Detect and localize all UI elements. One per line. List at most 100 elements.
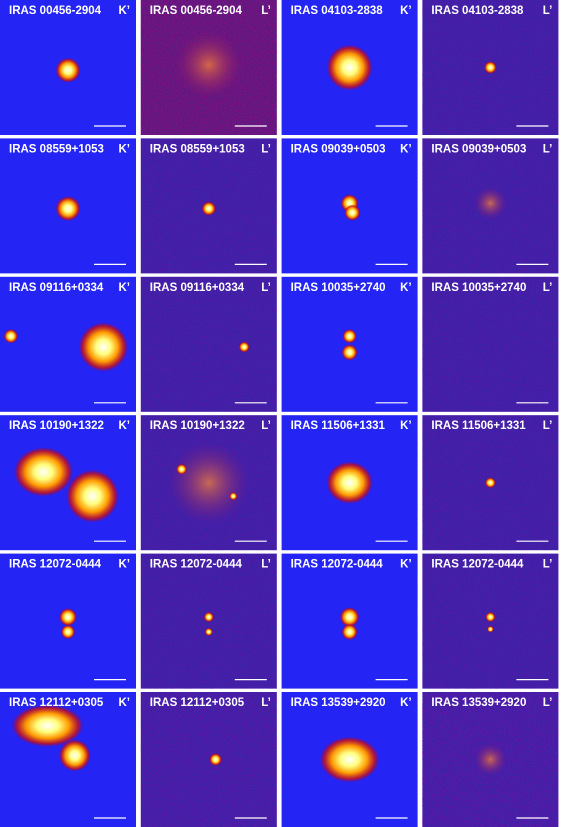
noise-layer — [422, 276, 559, 412]
panel: IRAS 04103-2838 L’ — [422, 0, 559, 135]
object-name: IRAS 08559+1053 — [9, 143, 104, 155]
diffuse-emission — [168, 442, 250, 524]
object-name: IRAS 11506+1331 — [291, 420, 386, 432]
panel: IRAS 09039+0503 K’ — [281, 138, 418, 274]
band-label: L’ — [543, 143, 553, 155]
object-name: IRAS 00456-2904 — [150, 5, 243, 17]
object-name: IRAS 11506+1331 — [431, 420, 526, 432]
source — [176, 463, 187, 475]
source — [485, 477, 496, 489]
source — [60, 624, 76, 639]
band-label: K’ — [400, 697, 412, 709]
noise-layer — [140, 692, 277, 827]
diffuse-emission — [474, 187, 507, 220]
object-name: IRAS 09116+0334 — [9, 282, 104, 294]
band-label: L’ — [261, 282, 271, 294]
source — [487, 626, 494, 633]
panel: IRAS 10035+2740 K’ — [281, 276, 418, 412]
source — [341, 623, 358, 640]
source — [339, 607, 360, 627]
band-label: K’ — [400, 5, 412, 17]
object-name: IRAS 12072-0444 — [291, 559, 384, 571]
band-label: L’ — [261, 420, 271, 432]
band-label: K’ — [119, 420, 131, 432]
object-name: IRAS 10035+2740 — [431, 282, 526, 294]
noise-layer — [140, 276, 277, 412]
panel: IRAS 11506+1331 L’ — [422, 415, 559, 551]
panel: IRAS 12072-0444 K’ — [281, 553, 418, 689]
source — [238, 341, 250, 353]
source — [484, 61, 497, 74]
source — [326, 44, 373, 91]
diffuse-emission — [174, 31, 243, 99]
object-name: IRAS 10035+2740 — [291, 282, 386, 294]
panel: IRAS 11506+1331 K’ — [281, 415, 418, 551]
object-name: IRAS 10190+1322 — [150, 420, 245, 432]
object-name: IRAS 00456-2904 — [9, 5, 102, 17]
object-name: IRAS 12112+0305 — [9, 697, 104, 709]
panel: IRAS 10190+1322 L’ — [140, 415, 277, 551]
band-label: L’ — [261, 5, 271, 17]
panel: IRAS 00456-2904 K’ — [0, 0, 136, 135]
diffuse-emission — [474, 743, 507, 776]
panel: IRAS 09116+0334 K’ — [0, 276, 136, 412]
source — [209, 753, 222, 766]
panel: IRAS 09039+0503 L’ — [422, 138, 559, 274]
band-label: K’ — [119, 559, 131, 571]
source — [203, 612, 214, 623]
band-label: L’ — [543, 697, 553, 709]
band-label: K’ — [119, 143, 131, 155]
object-name: IRAS 12112+0305 — [150, 697, 245, 709]
object-name: IRAS 04103-2838 — [431, 5, 524, 17]
panel-background — [281, 276, 418, 412]
object-name: IRAS 08559+1053 — [150, 143, 245, 155]
panel: IRAS 12112+0305 L’ — [140, 692, 277, 827]
panel: IRAS 00456-2904 L’ — [140, 0, 277, 135]
panel: IRAS 13539+2920 K’ — [281, 692, 418, 827]
source — [13, 447, 74, 497]
band-label: L’ — [261, 143, 271, 155]
panel: IRAS 08559+1053 L’ — [140, 138, 277, 274]
source — [11, 704, 84, 747]
band-label: L’ — [543, 559, 553, 571]
source — [319, 736, 380, 783]
object-name: IRAS 13539+2920 — [291, 697, 386, 709]
source — [201, 201, 216, 216]
panel: IRAS 12072-0444 L’ — [422, 553, 559, 689]
source — [3, 329, 18, 344]
source — [344, 204, 361, 221]
band-label: K’ — [400, 282, 412, 294]
panel: IRAS 09116+0334 L’ — [140, 276, 277, 412]
object-name: IRAS 12072-0444 — [9, 559, 102, 571]
source — [326, 461, 373, 504]
panel: IRAS 12072-0444 K’ — [0, 553, 136, 689]
object-name: IRAS 09116+0334 — [150, 282, 245, 294]
panel: IRAS 12112+0305 K’ — [0, 692, 136, 827]
object-name: IRAS 09039+0503 — [291, 143, 386, 155]
band-label: K’ — [400, 143, 412, 155]
band-label: L’ — [543, 282, 553, 294]
band-label: L’ — [543, 420, 553, 432]
band-label: K’ — [119, 5, 131, 17]
object-name: IRAS 13539+2920 — [431, 697, 526, 709]
object-name: IRAS 04103-2838 — [291, 5, 384, 17]
source — [342, 329, 357, 344]
band-label: K’ — [400, 420, 412, 432]
object-name: IRAS 12072-0444 — [150, 559, 243, 571]
band-label: L’ — [261, 697, 271, 709]
band-label: K’ — [119, 697, 131, 709]
band-label: L’ — [543, 5, 553, 17]
band-label: K’ — [400, 559, 412, 571]
source — [58, 739, 91, 772]
panel: IRAS 12072-0444 L’ — [140, 553, 277, 689]
source — [204, 628, 213, 636]
source — [59, 608, 77, 626]
source — [65, 469, 120, 523]
panel: IRAS 04103-2838 K’ — [281, 0, 418, 135]
source — [485, 612, 496, 623]
object-name: IRAS 09039+0503 — [431, 143, 526, 155]
panel: IRAS 08559+1053 K’ — [0, 138, 136, 274]
band-label: L’ — [261, 559, 271, 571]
